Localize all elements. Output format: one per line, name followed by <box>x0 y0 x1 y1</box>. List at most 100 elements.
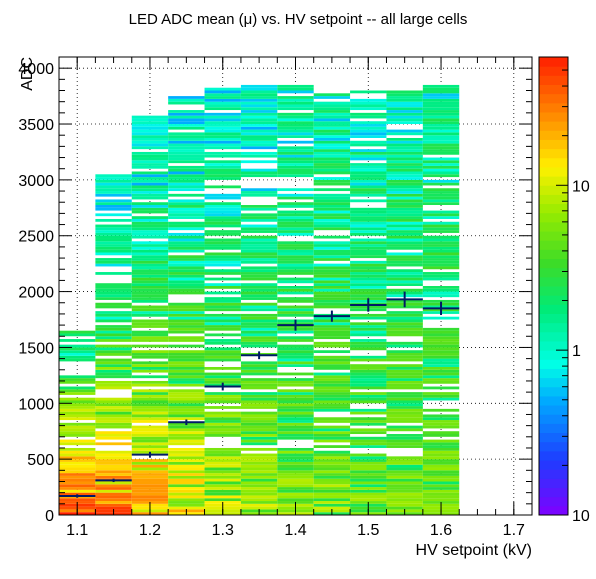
heatmap-cell <box>277 492 314 496</box>
heatmap-cell <box>350 224 387 228</box>
heatmap-cell <box>422 453 460 457</box>
heatmap-cell <box>350 380 387 384</box>
heatmap-cell <box>131 124 169 127</box>
heatmap-cell <box>277 336 314 340</box>
heatmap-cell <box>204 492 241 496</box>
heatmap-cell <box>422 96 460 99</box>
heatmap-cell <box>131 322 169 326</box>
heatmap-cell <box>422 260 460 264</box>
heatmap-cell <box>240 258 278 261</box>
heatmap-cell <box>350 149 387 152</box>
heatmap-cell <box>240 121 278 125</box>
heatmap-cell <box>350 408 387 412</box>
heatmap-cell <box>240 400 278 404</box>
heatmap-cell <box>386 434 423 437</box>
heatmap-cell <box>277 157 314 161</box>
heatmap-cell <box>240 104 278 108</box>
heatmap-cell <box>131 263 169 267</box>
heatmap-cell <box>313 327 351 331</box>
heatmap-cell <box>313 366 351 370</box>
heatmap-cell <box>422 394 460 398</box>
heatmap-cell <box>350 392 387 395</box>
heatmap-cell <box>277 272 314 275</box>
heatmap-cell <box>240 238 278 242</box>
heatmap-cell <box>168 453 205 457</box>
heatmap-cell <box>204 185 241 189</box>
heatmap-cell <box>131 445 169 448</box>
heatmap-cell <box>422 266 460 270</box>
heatmap-cell <box>240 383 278 387</box>
heatmap-cell <box>313 140 351 144</box>
heatmap-cell <box>386 232 423 236</box>
heatmap-cell <box>350 467 387 471</box>
heatmap-cell <box>240 447 278 451</box>
heatmap-cell <box>350 266 387 270</box>
heatmap-cell <box>204 431 241 435</box>
heatmap-cell <box>422 378 460 381</box>
heatmap-cell <box>95 467 132 471</box>
heatmap-cell <box>386 503 423 507</box>
heatmap-cell <box>204 269 241 273</box>
heatmap-cell <box>59 475 96 479</box>
heatmap-cell <box>204 137 241 141</box>
heatmap-cell <box>313 406 351 409</box>
heatmap-cell <box>131 146 169 150</box>
heatmap-cell <box>350 316 387 320</box>
heatmap-cell <box>422 171 460 175</box>
heatmap-cell <box>168 98 205 102</box>
heatmap-cell <box>168 403 205 407</box>
heatmap-cell <box>204 498 241 502</box>
heatmap-cell <box>350 411 387 415</box>
heatmap-cell <box>168 232 205 236</box>
heatmap-cell <box>350 442 387 446</box>
heatmap-cell <box>240 286 278 289</box>
heatmap-cell <box>240 205 278 208</box>
heatmap-cell <box>240 255 278 259</box>
heatmap-cell <box>131 400 169 404</box>
heatmap-cell <box>240 492 278 496</box>
heatmap-cell <box>313 503 351 507</box>
heatmap-cell <box>386 112 423 116</box>
heatmap-cell <box>422 447 460 451</box>
heatmap-cell <box>204 313 241 317</box>
heatmap-cell <box>313 378 351 381</box>
heatmap-cell <box>204 207 241 211</box>
heatmap-cell <box>95 481 132 485</box>
heatmap-cell <box>350 104 387 108</box>
y-tick-label: 4000 <box>18 61 54 78</box>
heatmap-cell <box>277 90 314 94</box>
heatmap-cell <box>313 101 351 105</box>
heatmap-cell <box>131 182 169 186</box>
heatmap-cell <box>240 503 278 507</box>
heatmap-cell <box>350 241 387 245</box>
heatmap-cell <box>422 344 460 348</box>
heatmap-cell <box>313 235 351 239</box>
heatmap-cell <box>131 498 169 502</box>
heatmap-cell <box>95 417 132 421</box>
heatmap-cell <box>277 124 314 127</box>
heatmap-cell <box>277 149 314 152</box>
heatmap-cell <box>277 389 314 393</box>
heatmap-cell <box>95 495 132 499</box>
heatmap-cell <box>204 258 241 261</box>
x-tick-label: 1.4 <box>284 522 306 539</box>
colorbar-band <box>539 102 568 113</box>
heatmap-cell <box>131 461 169 465</box>
heatmap-cell <box>131 447 169 451</box>
heatmap-cell <box>386 207 423 211</box>
heatmap-cell <box>240 428 278 432</box>
heatmap-cell <box>313 188 351 192</box>
heatmap-cell <box>168 414 205 418</box>
heatmap-cell <box>59 389 96 393</box>
heatmap-cell <box>131 171 169 175</box>
heatmap-cell <box>168 207 205 211</box>
heatmap-cell <box>204 339 241 342</box>
heatmap-cell <box>168 210 205 214</box>
heatmap-cell <box>240 481 278 485</box>
heatmap-cell <box>204 90 241 94</box>
heatmap-cell <box>313 104 351 108</box>
heatmap-cell <box>386 191 423 194</box>
heatmap-cell <box>350 182 387 186</box>
heatmap-cell <box>95 498 132 502</box>
heatmap-cell <box>422 442 460 446</box>
